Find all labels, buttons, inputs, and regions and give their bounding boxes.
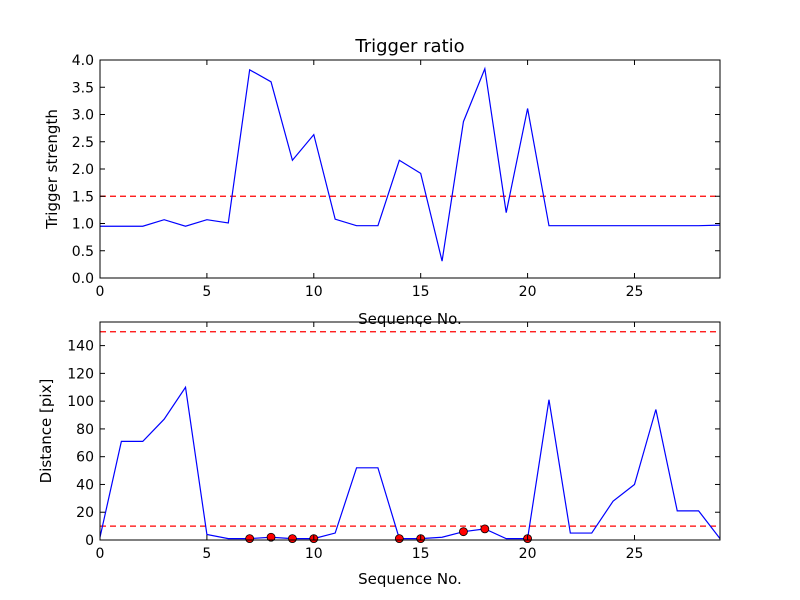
series-line xyxy=(99,385,721,540)
x-tick-label: 0 xyxy=(96,284,105,300)
y-axis-label: Distance [pix] xyxy=(37,379,55,484)
y-tick-label: 20 xyxy=(76,505,94,521)
x-tick-label: 25 xyxy=(626,284,644,300)
y-tick-label: 4.0 xyxy=(72,53,94,69)
y-tick-label: 2.0 xyxy=(72,162,94,178)
y-tick-label: 1.5 xyxy=(72,189,94,205)
x-tick-label: 5 xyxy=(202,546,211,562)
x-tick-label: 20 xyxy=(519,284,537,300)
data-point-marker xyxy=(394,534,404,544)
x-tick-label: 25 xyxy=(626,546,644,562)
y-tick-label: 0.0 xyxy=(72,271,94,287)
x-tick-label: 0 xyxy=(96,546,105,562)
data-point-marker xyxy=(459,527,468,537)
x-tick-label: 15 xyxy=(412,284,430,300)
y-tick-label: 3.5 xyxy=(72,80,94,96)
data-point-marker xyxy=(245,534,255,544)
data-point-marker xyxy=(480,524,490,534)
x-tick-label: 5 xyxy=(202,284,211,300)
y-tick-label: 100 xyxy=(67,394,94,410)
y-tick-label: 0 xyxy=(85,533,94,549)
data-point-marker xyxy=(288,534,297,544)
series-line xyxy=(100,66,721,262)
data-point-marker xyxy=(266,532,276,542)
x-axis-label: Sequence No. xyxy=(358,570,462,588)
y-tick-label: 120 xyxy=(67,366,94,382)
y-tick-label: 1.0 xyxy=(72,217,94,233)
chart-title: Trigger ratio xyxy=(354,36,464,57)
y-tick-label: 0.5 xyxy=(72,244,94,260)
distance-plot: Distance [pix] Sequence No. 0 5 10 15 20 25 0 2… xyxy=(37,321,721,588)
y-tick-label: 60 xyxy=(76,450,94,466)
y-tick-label: 140 xyxy=(67,339,94,355)
y-axis-label: Trigger strength xyxy=(43,109,61,230)
y-tick-label: 3.0 xyxy=(72,108,94,124)
trigger-ratio-plot: Trigger ratio Trigger strength 0 5 10 15 20 2… xyxy=(43,36,721,300)
y-tick-label: 40 xyxy=(76,477,94,493)
x-tick-label: 15 xyxy=(412,546,430,562)
x-axis-label: Sequence No. xyxy=(358,310,462,328)
x-tick-label: 10 xyxy=(305,284,323,300)
y-tick-label: 80 xyxy=(76,422,94,438)
x-tick-label: 10 xyxy=(305,546,323,562)
axes-frame xyxy=(99,321,721,541)
x-tick-label: 20 xyxy=(519,546,537,562)
y-tick-label: 2.5 xyxy=(72,135,94,151)
